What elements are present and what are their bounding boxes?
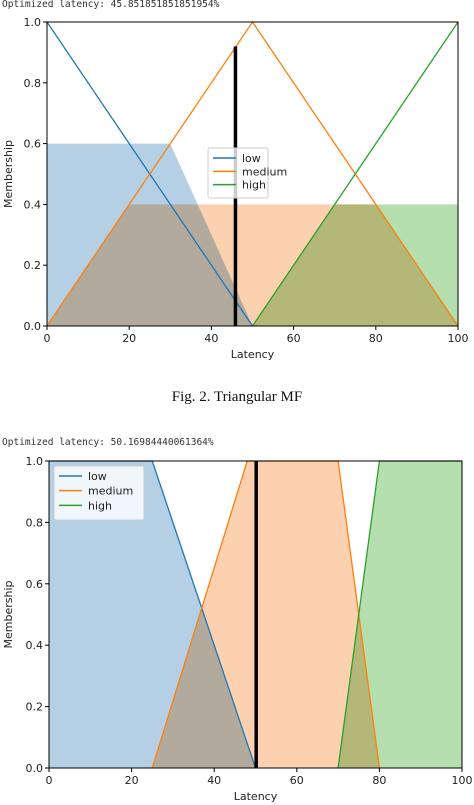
chart2-top-text: Optimized latency: 50.16984440061364%	[2, 437, 214, 448]
chart1-x-tick-label: 20	[122, 332, 136, 345]
chart1-legend-label-high: high	[242, 179, 266, 192]
chart2-y-tick-label: 0.8	[26, 516, 44, 529]
chart2-y-tick-label: 0.6	[26, 578, 44, 591]
chart1-fill-high	[252, 204, 458, 326]
chart2-legend-label-medium: medium	[88, 485, 133, 498]
chart1-y-tick-label: 0.4	[24, 198, 42, 211]
chart2-x-tick-label: 80	[372, 774, 386, 787]
chart2-x-tick-label: 0	[46, 774, 53, 787]
chart2-y-tick-label: 0.2	[26, 701, 44, 714]
figure-caption: Fig. 2. Triangular MF	[172, 389, 302, 405]
chart2-y-axis-label: Membership	[2, 580, 15, 648]
chart2-x-tick-label: 60	[290, 774, 304, 787]
chart1-plot-frame	[46, 21, 459, 327]
chart2-x-tick-label: 100	[452, 774, 473, 787]
chart2-legend-label-high: high	[88, 499, 112, 512]
chart1-line-high	[251, 21, 459, 327]
chart1-y-tick-label: 0.2	[24, 259, 42, 272]
chart2-plot-frame	[48, 460, 463, 769]
chart1: 0 20 40 60 80 100 0.0 0.2 0.4 0.6 0.8 1.0 Latency Mem…	[2, 16, 469, 361]
chart1-x-tick-label: 40	[204, 332, 218, 345]
chart2-legend-box	[53, 465, 145, 521]
chart1-x-tick-label: 100	[448, 332, 469, 345]
chart1-y-axis-label: Membership	[2, 140, 15, 208]
chart1-y-tick-label: 0.8	[24, 77, 42, 90]
chart1-legend-label-low: low	[242, 152, 261, 165]
chart2-y-tick-label: 0.0	[26, 762, 44, 775]
chart2-x-tick-label: 40	[207, 774, 221, 787]
chart1-x-tick-label: 80	[369, 332, 383, 345]
chart2-y-tick-label: 1.0	[26, 455, 44, 468]
chart1-top-text: Optimized latency: 45.851851851851954%	[2, 0, 220, 10]
chart1-y-tick-label: 0.0	[24, 320, 42, 333]
chart2-fill-medium	[152, 461, 380, 768]
chart1-legend-label-medium: medium	[242, 165, 287, 178]
chart2-y-tick-label: 0.4	[26, 639, 44, 652]
chart2-x-tick-label: 20	[125, 774, 139, 787]
chart1-y-tick-label: 0.6	[24, 138, 42, 151]
chart2-legend-label-low: low	[88, 470, 107, 483]
chart1-y-tick-label: 1.0	[24, 16, 42, 29]
chart1-x-axis-label: Latency	[231, 348, 275, 361]
chart2-x-axis-label: Latency	[234, 790, 278, 803]
chart1-legend-box	[207, 147, 269, 199]
chart1-x-tick-label: 60	[287, 332, 301, 345]
chart2: 0 20 40 60 80 100 0.0 0.2 0.4 0.6 0.8 1.0 Latency Mem…	[2, 455, 473, 803]
chart1-x-tick-label: 0	[44, 332, 51, 345]
